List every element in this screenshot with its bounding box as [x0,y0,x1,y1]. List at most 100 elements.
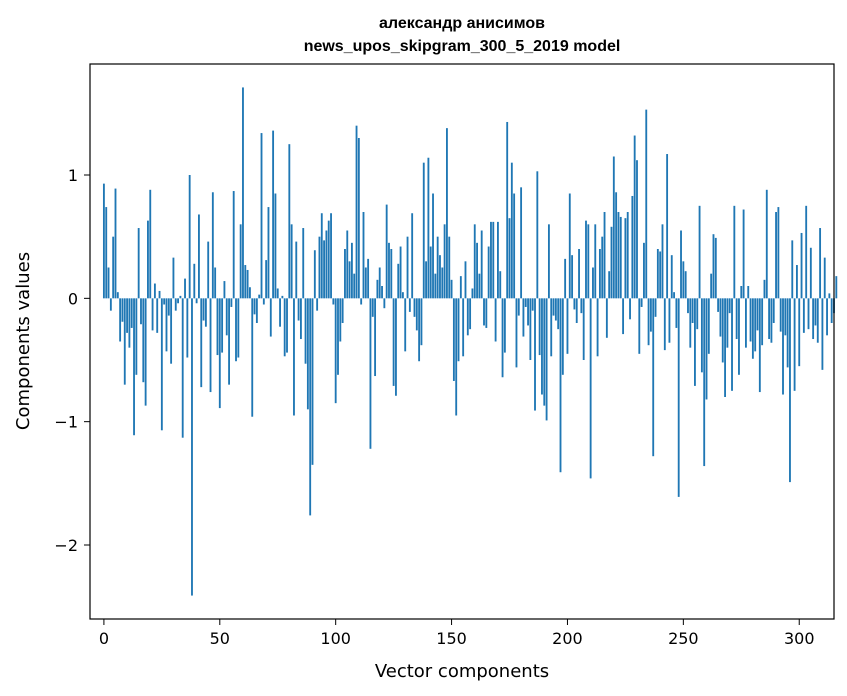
bar [434,273,437,299]
bar [121,298,124,322]
bar [480,230,483,299]
bar [258,294,261,299]
bar [237,298,240,358]
bar [680,230,682,299]
bar [392,298,395,386]
bar [149,189,152,299]
bar [239,224,242,299]
bar [735,298,738,340]
x-tick-label: 150 [436,629,467,648]
chart-title-line-1: александр анисимов [379,15,545,32]
bar [682,261,685,299]
bar [485,298,488,328]
bar [510,162,513,299]
bar [761,298,764,346]
bar [195,298,198,304]
bar [561,298,564,375]
bar [432,193,434,299]
bar [378,267,381,299]
bar [756,298,759,331]
bar [297,298,300,321]
bar [809,247,812,299]
bar [355,125,358,299]
bar [538,298,541,356]
bar [506,121,509,299]
bar [545,298,548,421]
bar [740,286,743,299]
bar [731,298,733,391]
bar [615,192,618,299]
bar [135,298,138,375]
x-tick-label: 250 [668,629,699,648]
bar [265,260,268,299]
bar [691,298,694,323]
bar [109,298,112,311]
bar [726,298,729,348]
bar [598,249,601,299]
bar [640,298,643,307]
bar [371,298,374,317]
bar [631,195,634,299]
bar [128,298,131,348]
bar [367,258,370,299]
bar [643,242,645,299]
bar [436,236,439,299]
bar [775,212,777,299]
bar [160,298,163,431]
bar [770,298,773,343]
chart-title-line-2: news_upos_skipgram_300_5_2019 model [304,38,621,55]
bar [513,193,516,299]
bar [580,298,583,314]
bar [721,298,724,363]
bar [325,230,328,299]
bar [119,298,122,342]
bar [675,298,678,328]
bar [246,269,249,299]
bar [791,240,794,299]
bar [529,298,532,360]
bar [225,298,228,336]
bar [575,298,578,323]
bar [339,298,342,342]
bar [724,298,726,397]
plot-frame [89,63,835,620]
bar [397,263,400,299]
bar [137,228,140,299]
bar [306,298,309,410]
bar [694,298,696,386]
bar [807,298,810,330]
bar [652,298,655,457]
bar [186,298,189,358]
bar [214,267,217,299]
bar [232,191,235,299]
bar [784,298,787,336]
bar [293,298,295,416]
bar [483,298,485,326]
bar [534,298,536,411]
bar [592,267,594,299]
bar [501,298,504,378]
bar [647,298,650,346]
bar [617,212,620,299]
bar [443,224,446,299]
bar [754,298,757,352]
bar [337,298,339,375]
bar [158,290,161,299]
bar [619,216,622,299]
bar [464,261,467,299]
bar [765,189,768,299]
bar [673,292,675,299]
y-tick-label: 1 [68,166,78,185]
bar [184,278,186,299]
bar [659,251,662,299]
bar [812,298,815,340]
bar [696,298,699,330]
bar [768,298,771,340]
bar [316,298,319,311]
bar [360,298,363,305]
bar [425,261,427,299]
bar [311,298,314,465]
bar [636,160,638,299]
bar [793,298,796,391]
